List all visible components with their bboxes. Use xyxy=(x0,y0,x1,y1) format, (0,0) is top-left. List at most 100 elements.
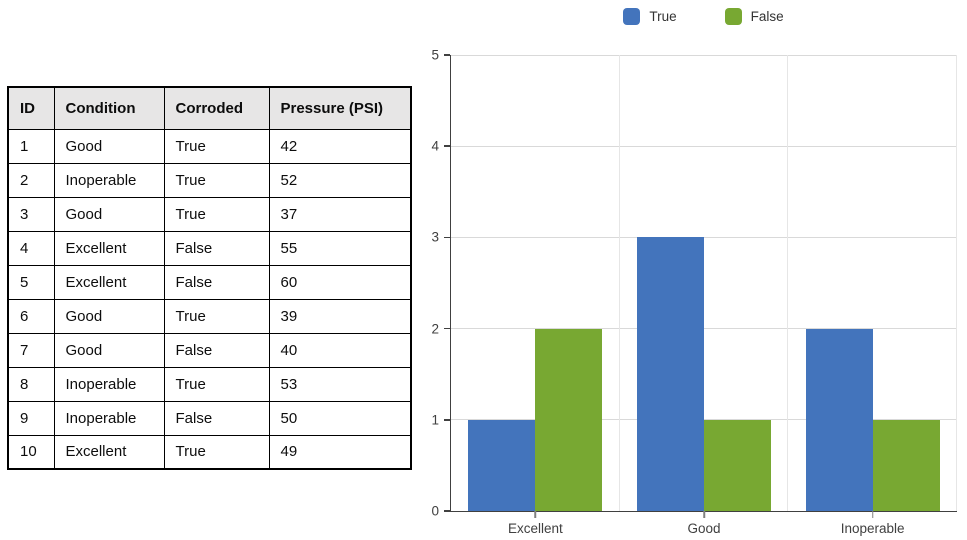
table-cell: False xyxy=(163,400,270,436)
table-cell: True xyxy=(163,434,270,470)
x-axis-tick xyxy=(703,511,705,518)
y-axis-tick xyxy=(443,145,450,147)
table-cell: 42 xyxy=(268,128,412,164)
table-cell: True xyxy=(163,196,270,232)
y-axis-tick-label: 2 xyxy=(431,321,439,337)
table-cell: 1 xyxy=(7,128,55,164)
table-cell: True xyxy=(163,366,270,402)
table-cell: False xyxy=(163,332,270,368)
table-cell: 50 xyxy=(268,400,412,436)
table-row: 10 Excellent True 49 xyxy=(7,434,412,470)
table-cell: 40 xyxy=(268,332,412,368)
table-cell: 4 xyxy=(7,230,55,266)
column-header: Condition xyxy=(53,86,165,130)
column-header: ID xyxy=(7,86,55,130)
gridline-vertical xyxy=(618,55,620,511)
table-row: 5 Excellent False 60 xyxy=(7,264,412,300)
table-cell: 55 xyxy=(268,230,412,266)
table-cell: 9 xyxy=(7,400,55,436)
table-cell: Good xyxy=(53,332,165,368)
table-cell: True xyxy=(163,162,270,198)
column-header: Corroded xyxy=(163,86,270,130)
bar-good-false xyxy=(703,419,771,511)
pipe-data-table-container: ID Condition Corroded Pressure (PSI) 1 Good T… xyxy=(7,86,412,470)
y-axis-tick-label: 1 xyxy=(431,412,439,428)
x-axis-tick xyxy=(871,511,874,518)
x-axis-tick xyxy=(534,511,537,518)
table-cell: False xyxy=(163,264,270,300)
gridline-horizontal xyxy=(451,236,957,238)
bar-inoperable-true xyxy=(805,328,873,511)
y-axis-tick xyxy=(443,236,450,239)
table-cell: False xyxy=(163,230,270,266)
table-row: 8 Inoperable True 53 xyxy=(7,366,412,402)
bar-group-good xyxy=(620,55,789,511)
table-row: 7 Good False 40 xyxy=(7,332,412,368)
table-cell: True xyxy=(163,298,270,334)
column-header: Pressure (PSI) xyxy=(268,86,412,130)
table-cell: Excellent xyxy=(53,230,165,266)
table-cell: 49 xyxy=(268,434,412,470)
legend-swatch-icon xyxy=(623,7,641,25)
table-body: 1 Good True 42 2 Inoperable True 52 3 Good True 37 4… xyxy=(7,128,412,470)
table-cell: Excellent xyxy=(53,264,165,300)
x-axis-category-label: Excellent xyxy=(507,521,563,536)
table-cell: 60 xyxy=(268,264,412,300)
table-cell: 37 xyxy=(268,196,412,232)
y-axis-tick-label: 4 xyxy=(431,138,439,154)
y-axis-tick xyxy=(443,327,450,330)
table-cell: 6 xyxy=(7,298,55,334)
gridline-horizontal xyxy=(451,328,957,330)
legend-item-false: False xyxy=(724,7,784,25)
table-row: 3 Good True 37 xyxy=(7,196,412,232)
table-cell: Inoperable xyxy=(53,162,165,198)
table-cell: 5 xyxy=(7,264,55,300)
table-cell: Good xyxy=(53,196,165,232)
table-cell: 7 xyxy=(7,332,55,368)
legend-label: True xyxy=(649,8,677,24)
table-cell: 52 xyxy=(268,162,412,198)
legend-swatch-icon xyxy=(724,7,742,25)
table-cell: True xyxy=(163,128,270,164)
table-cell: 10 xyxy=(7,434,55,470)
table-cell: Good xyxy=(53,298,165,334)
gridline-vertical xyxy=(787,55,789,511)
bar-group-excellent xyxy=(451,55,620,511)
table-header-row: ID Condition Corroded Pressure (PSI) xyxy=(7,86,412,130)
y-axis-tick-label: 5 xyxy=(431,47,439,63)
x-axis-category-label: Good xyxy=(687,521,721,536)
bar-inoperable-false xyxy=(872,419,940,511)
y-axis-tick xyxy=(443,419,450,421)
legend-label: False xyxy=(750,8,784,24)
bar-excellent-true xyxy=(468,419,536,511)
bar-excellent-false xyxy=(535,328,603,511)
y-axis-tick xyxy=(443,54,450,56)
table-cell: Excellent xyxy=(53,434,165,470)
pipe-data-table: ID Condition Corroded Pressure (PSI) 1 Good T… xyxy=(7,86,412,470)
y-axis-tick-label: 0 xyxy=(431,503,439,519)
table-row: 1 Good True 42 xyxy=(7,128,412,164)
table-cell: 53 xyxy=(268,366,412,402)
bar-good-true xyxy=(636,237,704,511)
table-cell: 8 xyxy=(7,366,55,402)
table-row: 2 Inoperable True 52 xyxy=(7,162,412,198)
gridline-vertical xyxy=(956,55,957,511)
table-cell: 39 xyxy=(268,298,412,334)
legend-item-true: True xyxy=(623,7,677,25)
table-row: 9 Inoperable False 50 xyxy=(7,400,412,436)
table-cell: Inoperable xyxy=(53,366,165,402)
table-cell: 3 xyxy=(7,196,55,232)
x-axis-category-label: Inoperable xyxy=(840,521,905,536)
gridline-horizontal xyxy=(451,54,957,56)
bar-group-inoperable xyxy=(788,55,957,511)
table-row: 6 Good True 39 xyxy=(7,298,412,334)
y-axis-tick xyxy=(443,510,450,512)
table-row: 4 Excellent False 55 xyxy=(7,230,412,266)
table-cell: 2 xyxy=(7,162,55,198)
table-cell: Good xyxy=(53,128,165,164)
chart-legend: True False xyxy=(450,5,957,27)
table-cell: Inoperable xyxy=(53,400,165,436)
gridline-horizontal xyxy=(451,419,957,421)
plot-area: 0 1 2 3 4 5 Excellent Good Inoperable xyxy=(431,48,957,536)
gridline-horizontal xyxy=(451,145,957,147)
